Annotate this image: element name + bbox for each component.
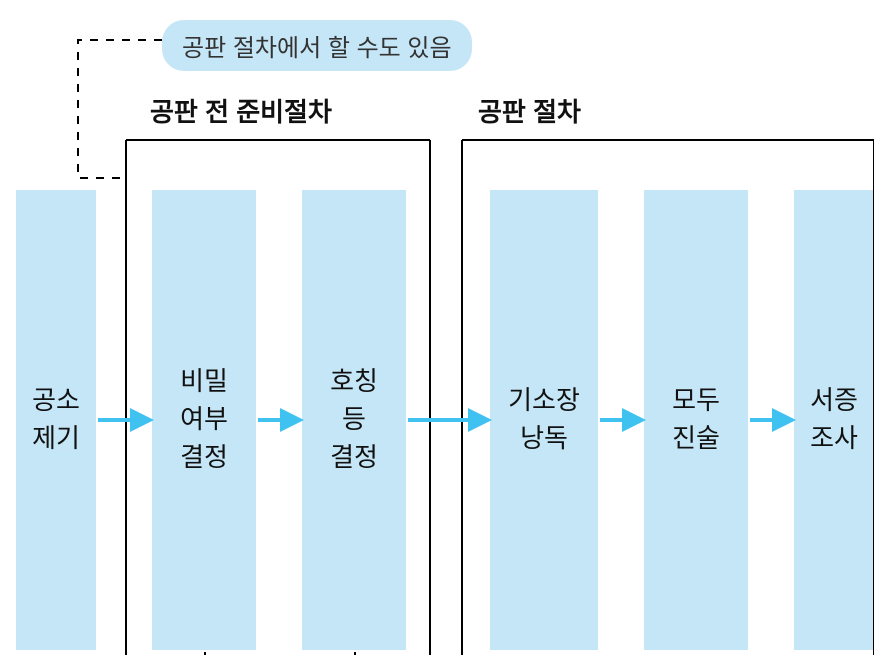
flow-node-reading: 기소장낭독: [490, 190, 598, 650]
flow-node-confidentiality: 비밀여부결정: [152, 190, 256, 650]
flow-node-evidence: 서증조사: [794, 190, 874, 650]
flow-node-opening: 모두진술: [644, 190, 748, 650]
flow-node-naming: 호칭등결정: [302, 190, 406, 650]
section-label-trial: 공판 절차: [478, 92, 581, 129]
callout-note: 공판 절차에서 할 수도 있음: [162, 20, 472, 71]
section-label-pretrial: 공판 전 준비절차: [150, 92, 332, 129]
flow-node-indictment: 공소제기: [16, 190, 96, 650]
